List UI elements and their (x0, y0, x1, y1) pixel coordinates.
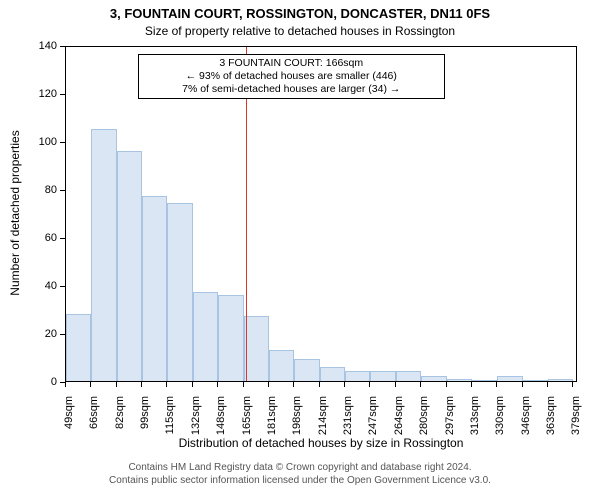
xtick-label: 99sqm (139, 396, 151, 446)
xtick-label: 82sqm (114, 396, 126, 446)
histogram-bar (421, 376, 446, 381)
xtick-mark (547, 382, 548, 387)
histogram-bar (117, 151, 142, 381)
annotation-box: 3 FOUNTAIN COURT: 166sqm← 93% of detache… (138, 54, 445, 99)
xtick-label: 280sqm (418, 396, 430, 446)
xtick-mark (446, 382, 447, 387)
annotation-line: 7% of semi-detached houses are larger (3… (145, 83, 438, 96)
histogram-bar (218, 295, 243, 381)
xtick-label: 198sqm (291, 396, 303, 446)
histogram-bar (548, 379, 573, 381)
histogram-bar (447, 379, 472, 381)
ytick-mark (60, 334, 65, 335)
ytick-mark (60, 142, 65, 143)
xtick-mark (420, 382, 421, 387)
annotation-line: ← 93% of detached houses are smaller (44… (145, 70, 438, 83)
ytick-mark (60, 286, 65, 287)
xtick-label: 181sqm (266, 396, 278, 446)
title-main: 3, FOUNTAIN COURT, ROSSINGTON, DONCASTER… (0, 6, 600, 21)
histogram-bar (370, 371, 395, 381)
xtick-mark (243, 382, 244, 387)
ytick-label: 0 (31, 376, 57, 388)
xtick-label: 247sqm (367, 396, 379, 446)
ytick-label: 120 (31, 88, 57, 100)
xtick-label: 66sqm (88, 396, 100, 446)
ytick-label: 140 (31, 40, 57, 52)
xtick-mark (268, 382, 269, 387)
y-axis-label: Number of detached properties (8, 113, 22, 313)
xtick-mark (192, 382, 193, 387)
xtick-mark (166, 382, 167, 387)
xtick-mark (344, 382, 345, 387)
xtick-mark (572, 382, 573, 387)
xtick-label: 148sqm (215, 396, 227, 446)
xtick-mark (141, 382, 142, 387)
histogram-bar (396, 371, 421, 381)
chart-container: 3, FOUNTAIN COURT, ROSSINGTON, DONCASTER… (0, 0, 600, 500)
xtick-mark (65, 382, 66, 387)
ytick-label: 40 (31, 280, 57, 292)
xtick-label: 330sqm (494, 396, 506, 446)
histogram-bar (244, 316, 269, 381)
xtick-mark (90, 382, 91, 387)
xtick-label: 346sqm (520, 396, 532, 446)
ytick-label: 60 (31, 232, 57, 244)
attribution: Contains HM Land Registry data © Crown c… (0, 462, 600, 487)
histogram-bar (193, 292, 218, 381)
xtick-label: 115sqm (164, 396, 176, 446)
xtick-mark (217, 382, 218, 387)
xtick-mark (395, 382, 396, 387)
ytick-mark (60, 94, 65, 95)
xtick-label: 132sqm (190, 396, 202, 446)
xtick-mark (116, 382, 117, 387)
ytick-label: 20 (31, 328, 57, 340)
xtick-label: 165sqm (241, 396, 253, 446)
ytick-label: 100 (31, 136, 57, 148)
histogram-bar (497, 376, 522, 381)
histogram-bar (167, 203, 192, 381)
xtick-label: 264sqm (393, 396, 405, 446)
xtick-label: 297sqm (444, 396, 456, 446)
histogram-bar (472, 380, 497, 381)
xtick-label: 49sqm (63, 396, 75, 446)
ytick-mark (60, 46, 65, 47)
plot-area: 3 FOUNTAIN COURT: 166sqm← 93% of detache… (65, 46, 577, 382)
attribution-line1: Contains HM Land Registry data © Crown c… (0, 462, 600, 475)
xtick-label: 313sqm (469, 396, 481, 446)
xtick-mark (471, 382, 472, 387)
title-sub: Size of property relative to detached ho… (0, 24, 600, 38)
xtick-mark (369, 382, 370, 387)
histogram-bar (66, 314, 91, 381)
ytick-mark (60, 190, 65, 191)
annotation-line: 3 FOUNTAIN COURT: 166sqm (145, 57, 438, 70)
histogram-bar (523, 380, 548, 381)
histogram-bar (91, 129, 116, 381)
histogram-bar (269, 350, 294, 381)
xtick-mark (522, 382, 523, 387)
xtick-label: 231sqm (342, 396, 354, 446)
histogram-bar (345, 371, 370, 381)
xtick-mark (319, 382, 320, 387)
xtick-label: 363sqm (545, 396, 557, 446)
xtick-label: 214sqm (317, 396, 329, 446)
xtick-mark (496, 382, 497, 387)
ytick-mark (60, 238, 65, 239)
attribution-line2: Contains public sector information licen… (0, 475, 600, 488)
xtick-label: 379sqm (570, 396, 582, 446)
xtick-mark (293, 382, 294, 387)
histogram-bar (320, 367, 345, 381)
ytick-label: 80 (31, 184, 57, 196)
histogram-bar (142, 196, 167, 381)
histogram-bar (294, 359, 319, 381)
